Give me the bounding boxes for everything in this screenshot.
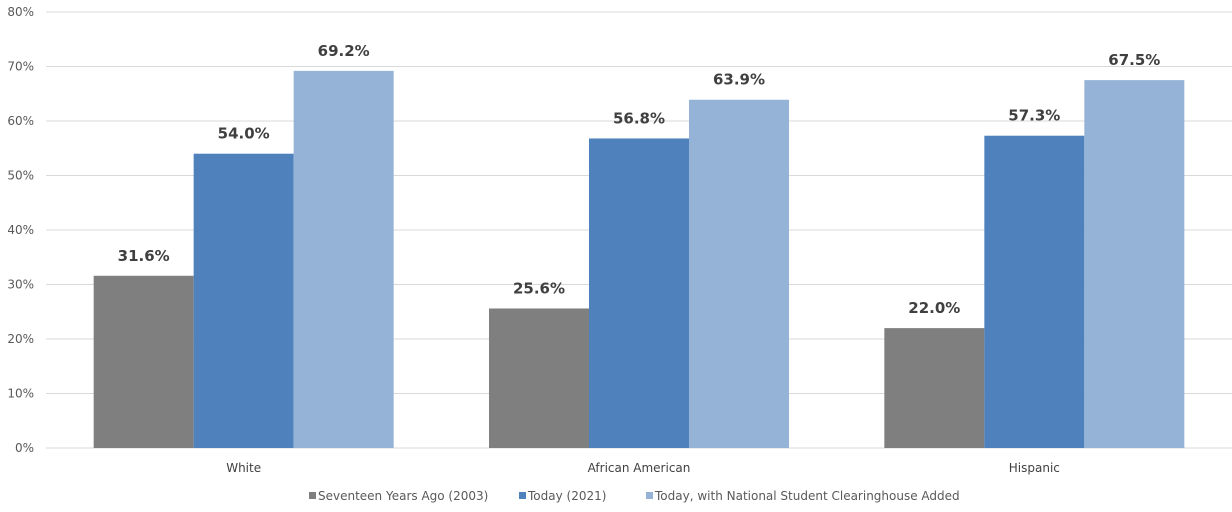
bar-2-white	[193, 153, 294, 448]
bar-3-white	[293, 70, 394, 449]
bar-1-hispanic	[884, 328, 985, 448]
y-axis-ticks: 0% 10% 20% 30% 40% 50% 60% 70% 80%	[7, 5, 34, 455]
bar-1-white	[93, 275, 194, 448]
legend-label: Today, with National Student Clearinghou…	[654, 489, 960, 503]
data-label: 22.0%	[908, 299, 960, 317]
y-tick-label: 40%	[7, 223, 34, 237]
data-label: 57.3%	[1008, 107, 1060, 125]
y-tick-label: 0%	[15, 441, 34, 455]
data-label: 56.8%	[613, 109, 665, 127]
bar-2-african-american	[589, 138, 689, 448]
bar-1-african-american	[489, 308, 589, 448]
y-tick-label: 60%	[7, 114, 34, 128]
legend-label: Today (2021)	[527, 489, 606, 503]
bars	[93, 70, 1185, 449]
y-tick-label: 30%	[7, 278, 34, 292]
legend-swatch	[646, 492, 653, 499]
bar-2-hispanic	[984, 135, 1085, 448]
data-label: 25.6%	[513, 279, 565, 297]
data-label: 54.0%	[218, 125, 270, 143]
y-tick-label: 20%	[7, 332, 34, 346]
data-labels: 31.6% 54.0% 69.2% 25.6% 56.8% 63.9% 22.0% 57.3%…	[118, 42, 1161, 317]
data-label: 63.9%	[713, 71, 765, 89]
y-tick-label: 70%	[7, 60, 34, 74]
bar-3-hispanic	[1084, 80, 1185, 448]
legend-swatch	[519, 492, 526, 499]
y-tick-label: 80%	[7, 5, 34, 19]
y-tick-label: 50%	[7, 169, 34, 183]
x-axis-categories: White African American Hispanic	[226, 461, 1060, 475]
data-label: 69.2%	[318, 42, 370, 60]
x-category-label: White	[226, 461, 261, 475]
data-label: 67.5%	[1108, 51, 1160, 69]
bar-3-african-american	[689, 99, 789, 449]
legend-label: Seventeen Years Ago (2003)	[318, 489, 488, 503]
legend-swatch	[309, 492, 316, 499]
x-category-label: Hispanic	[1009, 461, 1060, 475]
x-category-label: African American	[588, 461, 691, 475]
data-label: 31.6%	[118, 247, 170, 265]
legend: Seventeen Years Ago (2003) Today (2021) To…	[309, 489, 960, 503]
y-tick-label: 10%	[7, 387, 34, 401]
